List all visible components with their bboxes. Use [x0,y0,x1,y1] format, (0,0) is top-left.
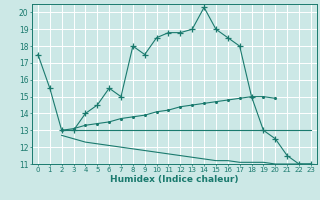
X-axis label: Humidex (Indice chaleur): Humidex (Indice chaleur) [110,175,239,184]
